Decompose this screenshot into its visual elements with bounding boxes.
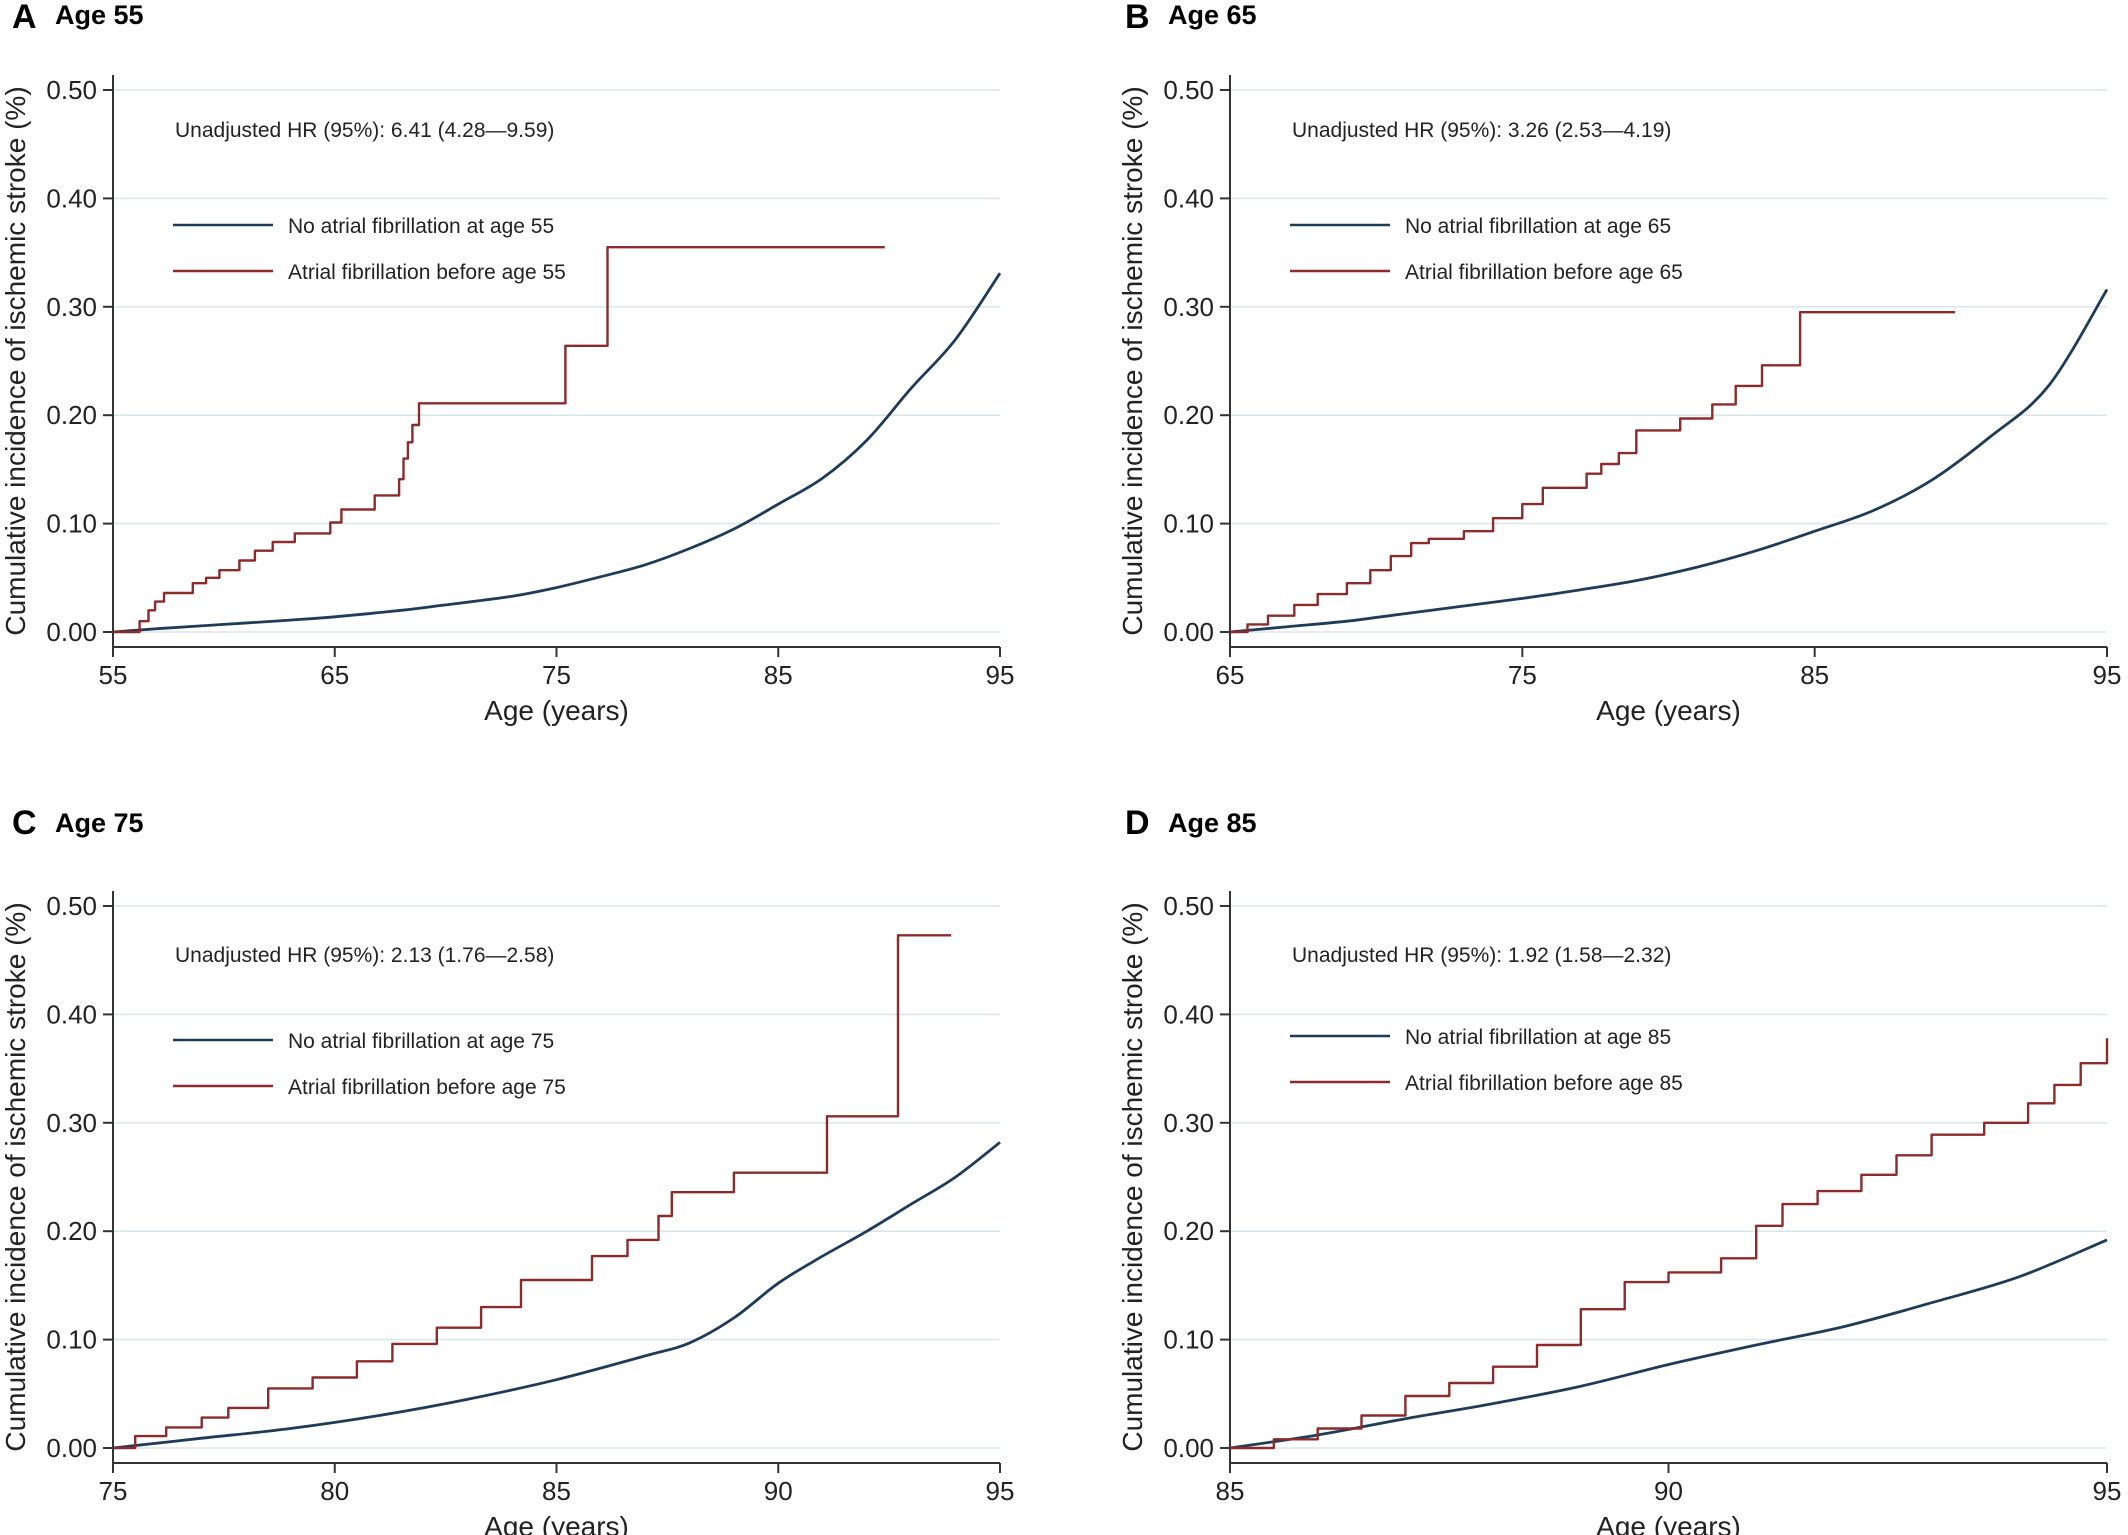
legend-label: Atrial fibrillation before age 85 bbox=[1405, 1072, 1683, 1095]
x-tick-label: 65 bbox=[1216, 660, 1245, 690]
legend-label: No atrial fibrillation at age 75 bbox=[288, 1030, 554, 1053]
panel-d: D Age 85 0.00 0.10 0.20 0.30 0.40 0.50 85 90 95 Age… bbox=[1117, 804, 2121, 1535]
x-axis-title: Age (years) bbox=[484, 695, 629, 726]
x-axis-title: Age (years) bbox=[484, 1511, 629, 1535]
x-tick-label: 80 bbox=[320, 1476, 349, 1506]
y-tick-label: 0.30 bbox=[1163, 1108, 1214, 1138]
x-tick-label: 95 bbox=[986, 1476, 1015, 1506]
legend-label: No atrial fibrillation at age 55 bbox=[288, 215, 554, 238]
series-line-no-af bbox=[112, 1141, 1001, 1450]
x-tick-label: 95 bbox=[2093, 660, 2122, 690]
y-tick-label: 0.50 bbox=[46, 891, 97, 921]
panel-a: A Age 55 0.00 0.10 0.20 0.30 0.40 0.50 55 65 75 85 9… bbox=[0, 0, 1014, 726]
x-tick-label: 85 bbox=[542, 1476, 571, 1506]
x-tick-label: 85 bbox=[1216, 1476, 1245, 1506]
x-axis-title: Age (years) bbox=[1596, 1511, 1741, 1535]
y-tick-label: 0.30 bbox=[1163, 292, 1214, 322]
x-tick-label: 65 bbox=[320, 660, 349, 690]
y-axis-title: Cumulative incidence of ischemic stroke … bbox=[0, 902, 31, 1451]
x-tick-label: 90 bbox=[764, 1476, 793, 1506]
y-tick-label: 0.00 bbox=[46, 617, 97, 647]
y-tick-label: 0.10 bbox=[46, 1325, 97, 1355]
x-tick-label: 90 bbox=[1654, 1476, 1683, 1506]
y-tick-label: 0.20 bbox=[1163, 1216, 1214, 1246]
hr-annotation: Unadjusted HR (95%): 2.13 (1.76—2.58) bbox=[175, 944, 554, 967]
y-tick-label: 0.50 bbox=[46, 75, 97, 105]
panel-title: Age 55 bbox=[55, 0, 144, 30]
series-line-af bbox=[1230, 311, 1955, 634]
y-axis-title: Cumulative incidence of ischemic stroke … bbox=[0, 86, 31, 635]
x-tick-label: 75 bbox=[99, 1476, 128, 1506]
y-tick-label: 0.40 bbox=[1163, 183, 1214, 213]
y-axis-title: Cumulative incidence of ischemic stroke … bbox=[1117, 902, 1148, 1451]
hr-annotation: Unadjusted HR (95%): 6.41 (4.28—9.59) bbox=[175, 119, 554, 142]
x-tick-label: 85 bbox=[764, 660, 793, 690]
series-line-af bbox=[113, 246, 885, 634]
panel-letter: B bbox=[1125, 0, 1150, 36]
x-tick-label: 95 bbox=[986, 660, 1015, 690]
y-tick-label: 0.10 bbox=[46, 509, 97, 539]
panel-letter: C bbox=[12, 804, 37, 842]
hr-annotation: Unadjusted HR (95%): 3.26 (2.53—4.19) bbox=[1292, 119, 1671, 142]
y-tick-label: 0.20 bbox=[1163, 400, 1214, 430]
y-tick-label: 0.40 bbox=[46, 183, 97, 213]
y-tick-label: 0.40 bbox=[1163, 999, 1214, 1029]
x-tick-label: 95 bbox=[2093, 1476, 2122, 1506]
y-tick-label: 0.50 bbox=[1163, 75, 1214, 105]
panel-c: C Age 75 0.00 0.10 0.20 0.30 0.40 0.50 75 80 85 90 9… bbox=[0, 804, 1014, 1535]
y-axis-title: Cumulative incidence of ischemic stroke … bbox=[1117, 86, 1148, 635]
legend-label: Atrial fibrillation before age 75 bbox=[288, 1076, 566, 1099]
y-tick-label: 0.50 bbox=[1163, 891, 1214, 921]
x-axis-title: Age (years) bbox=[1596, 695, 1741, 726]
panel-title: Age 85 bbox=[1168, 808, 1257, 838]
y-tick-label: 0.00 bbox=[1163, 1433, 1214, 1463]
series-line-no-af bbox=[1229, 288, 2109, 634]
series-line-af bbox=[113, 934, 952, 1450]
panel-b: B Age 65 0.00 0.10 0.20 0.30 0.40 0.50 65 75 85 95 A… bbox=[1117, 0, 2121, 726]
series-line-no-af bbox=[112, 272, 1002, 634]
panel-letter: A bbox=[12, 0, 37, 36]
x-tick-label: 75 bbox=[1508, 660, 1537, 690]
panel-title: Age 75 bbox=[55, 808, 144, 838]
legend-label: Atrial fibrillation before age 55 bbox=[288, 261, 566, 284]
x-tick-label: 85 bbox=[1800, 660, 1829, 690]
panel-letter: D bbox=[1125, 804, 1150, 842]
y-tick-label: 0.30 bbox=[46, 1108, 97, 1138]
legend-label: No atrial fibrillation at age 85 bbox=[1405, 1026, 1671, 1049]
y-tick-label: 0.10 bbox=[1163, 509, 1214, 539]
y-tick-label: 0.00 bbox=[46, 1433, 97, 1463]
y-tick-label: 0.10 bbox=[1163, 1325, 1214, 1355]
series-line-af bbox=[1230, 1038, 2109, 1450]
y-tick-label: 0.20 bbox=[46, 1216, 97, 1246]
y-tick-label: 0.30 bbox=[46, 292, 97, 322]
panel-title: Age 65 bbox=[1168, 0, 1257, 30]
y-tick-label: 0.00 bbox=[1163, 617, 1214, 647]
y-tick-label: 0.40 bbox=[46, 999, 97, 1029]
series-line-no-af bbox=[1229, 1238, 2108, 1450]
legend-label: No atrial fibrillation at age 65 bbox=[1405, 215, 1671, 238]
y-tick-label: 0.20 bbox=[46, 400, 97, 430]
hr-annotation: Unadjusted HR (95%): 1.92 (1.58—2.32) bbox=[1292, 944, 1671, 967]
x-tick-label: 55 bbox=[99, 660, 128, 690]
x-tick-label: 75 bbox=[542, 660, 571, 690]
legend-label: Atrial fibrillation before age 65 bbox=[1405, 261, 1683, 284]
